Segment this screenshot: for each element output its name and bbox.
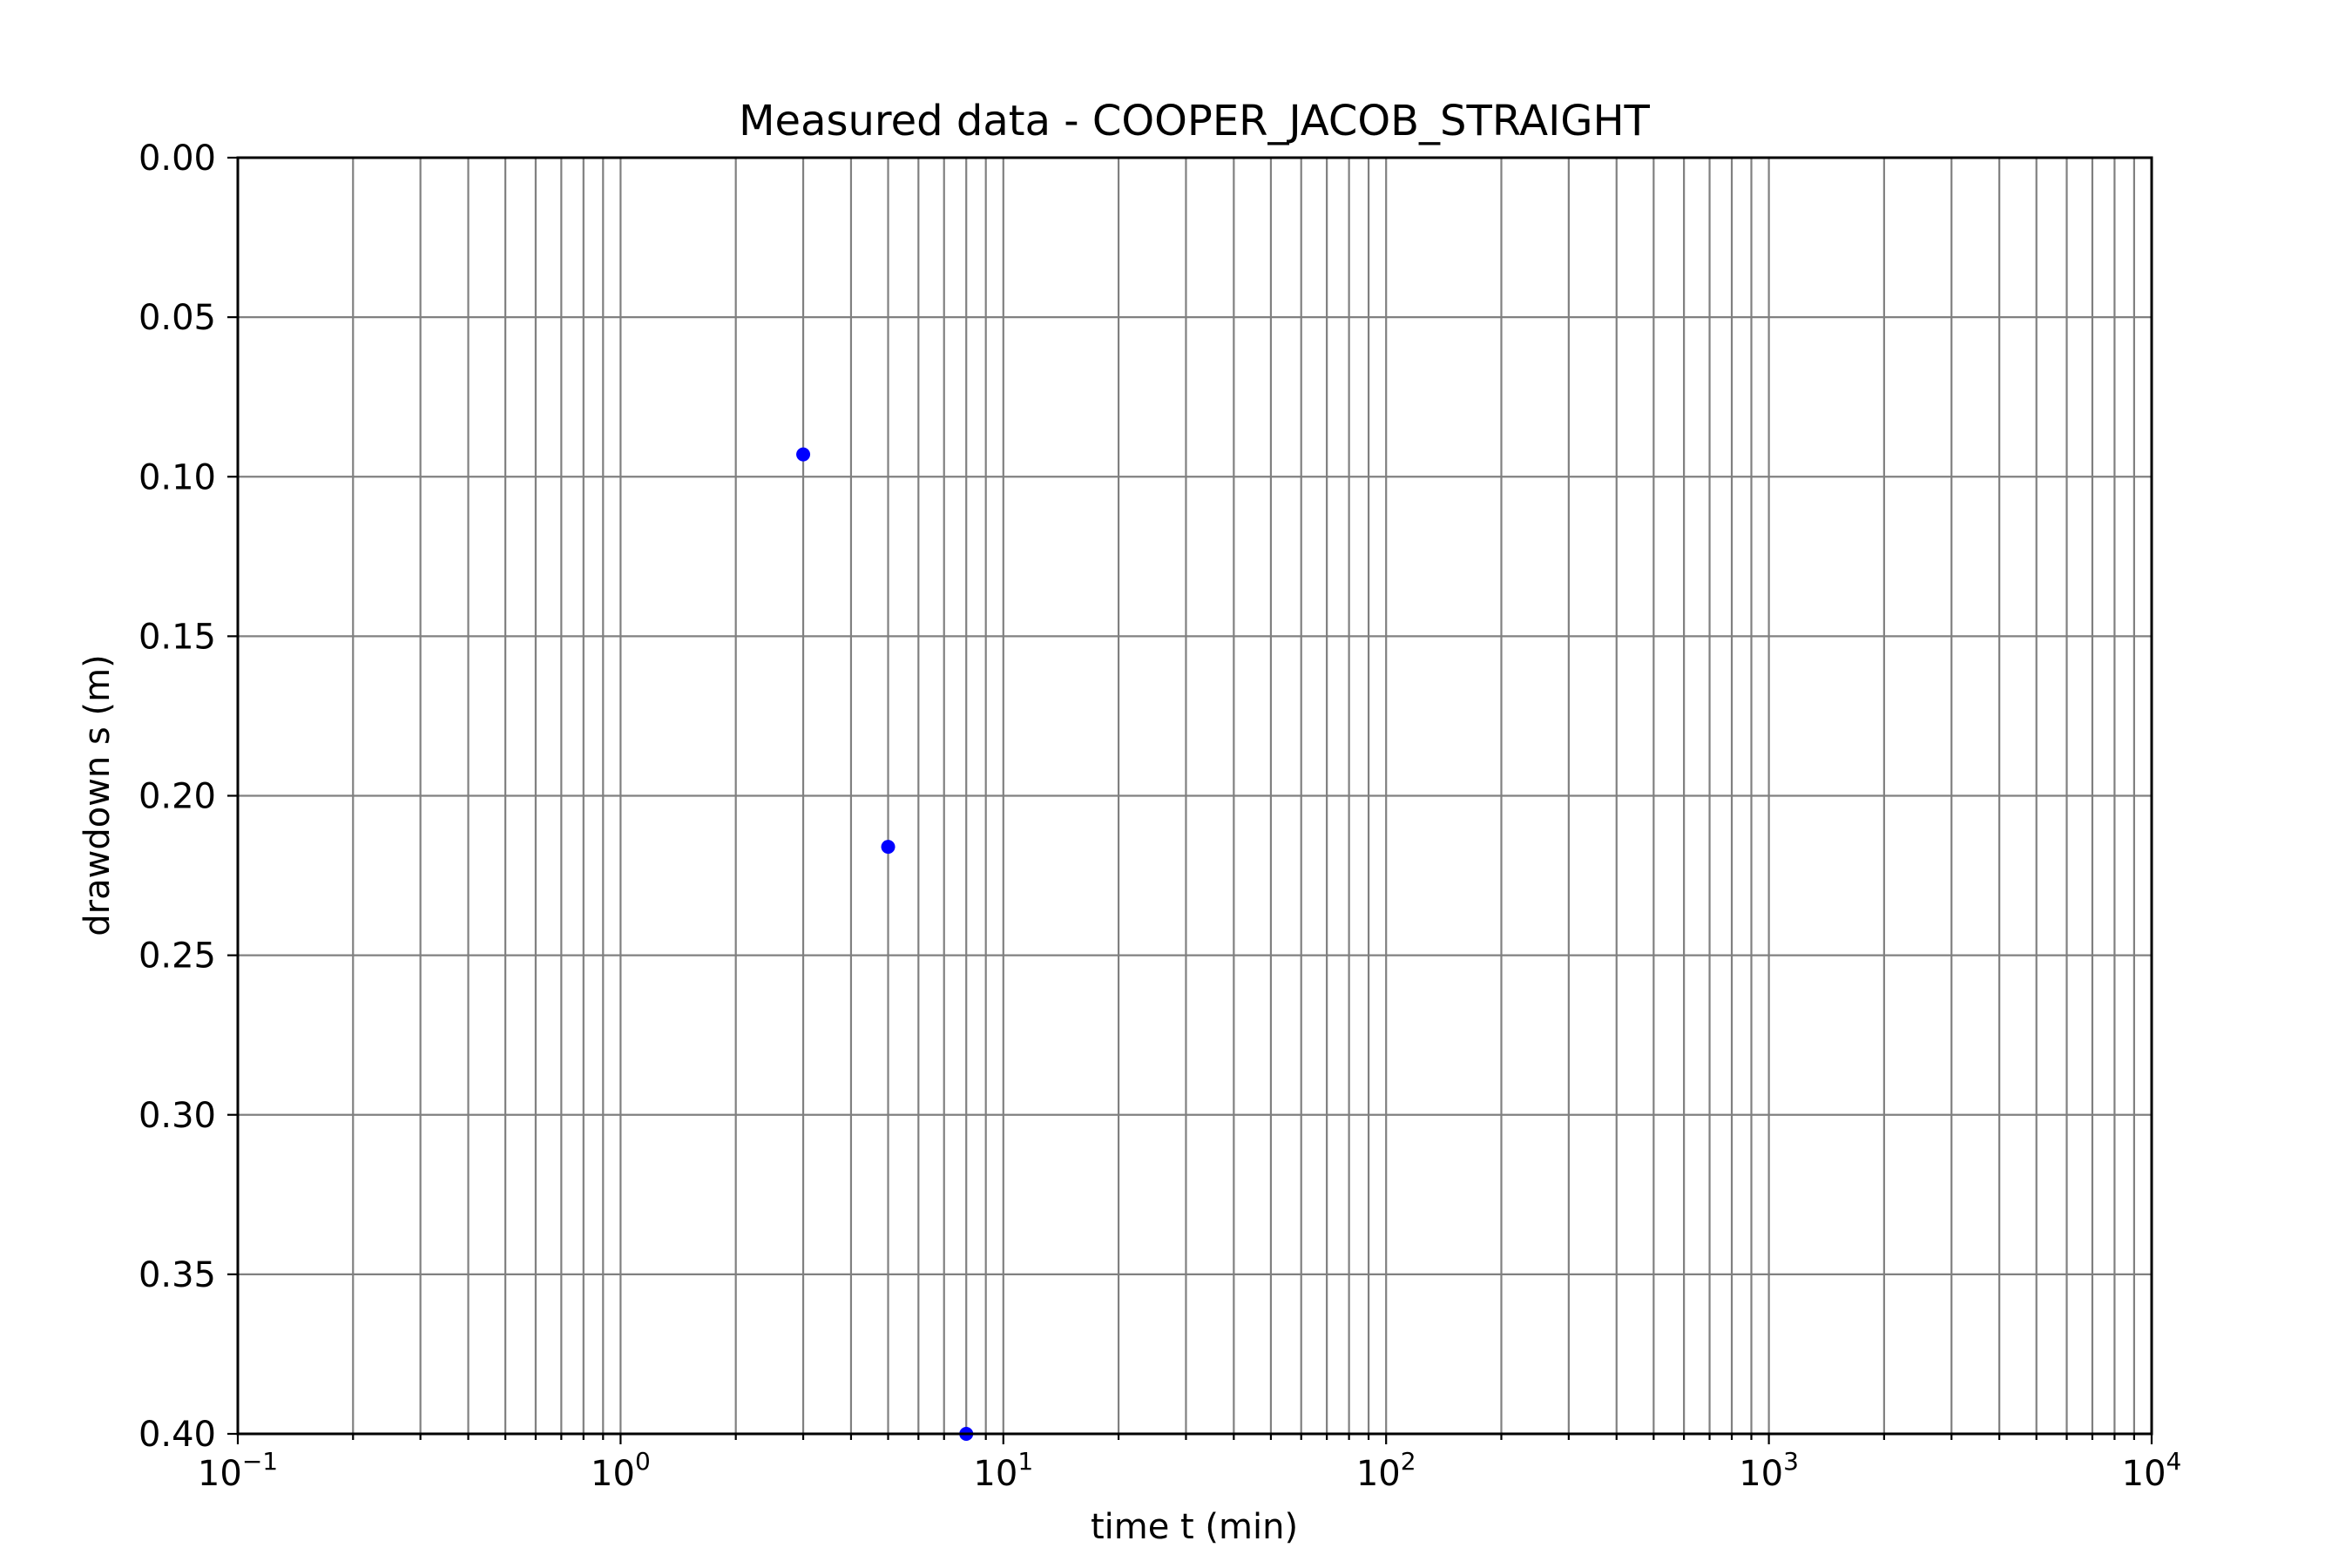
x-tick-label: 10−1 [198,1447,278,1494]
x-tick-label-base: 10 [1739,1454,1783,1494]
y-tick-label: 0.25 [139,936,216,977]
x-tick-label-exponent: −1 [242,1447,278,1476]
x-tick-label: 102 [1356,1447,1416,1494]
x-tick-label-exponent: 3 [1783,1447,1799,1476]
x-tick-label-exponent: 4 [2166,1447,2182,1476]
x-tick-labels: 10−1 100 101 102 103 104 [198,1447,2181,1494]
x-axis-label: time t (min) [1091,1507,1298,1547]
x-tick-label-base: 10 [2122,1454,2166,1494]
x-tick-label: 104 [2122,1447,2182,1494]
x-tick-label: 100 [591,1447,651,1494]
data-points [796,447,974,1441]
y-tick-label: 0.15 [139,617,216,657]
x-tick-label-base: 10 [973,1454,1017,1494]
y-tick-label: 0.40 [139,1415,216,1455]
y-tick-label: 0.35 [139,1255,216,1295]
y-tick-label: 0.30 [139,1096,216,1136]
y-tick-label: 0.10 [139,457,216,497]
y-axis-label: drawdown s (m) [78,654,118,936]
x-tick-label: 103 [1739,1447,1799,1494]
plot-frame [236,156,2153,1436]
y-tick-label: 0.20 [139,777,216,817]
data-point [881,840,896,855]
y-tick-label: 0.00 [139,139,216,179]
data-point [796,447,811,462]
x-tick-label-exponent: 0 [635,1447,651,1476]
x-tick-label-exponent: 1 [1017,1447,1033,1476]
x-tick-label: 101 [973,1447,1033,1494]
chart-title: Measured data - COOPER_JACOB_STRAIGHT [739,97,1650,145]
y-tick-labels: 0.00 0.05 0.10 0.15 0.20 0.25 0.30 0.35 0.40 [139,139,216,1455]
x-tick-label-exponent: 2 [1401,1447,1416,1476]
x-tick-label-base: 10 [591,1454,635,1494]
grid [236,156,2153,1436]
x-tick-label-base: 10 [198,1454,242,1494]
x-tick-label-base: 10 [1356,1454,1401,1494]
y-tick-label: 0.05 [139,298,216,338]
